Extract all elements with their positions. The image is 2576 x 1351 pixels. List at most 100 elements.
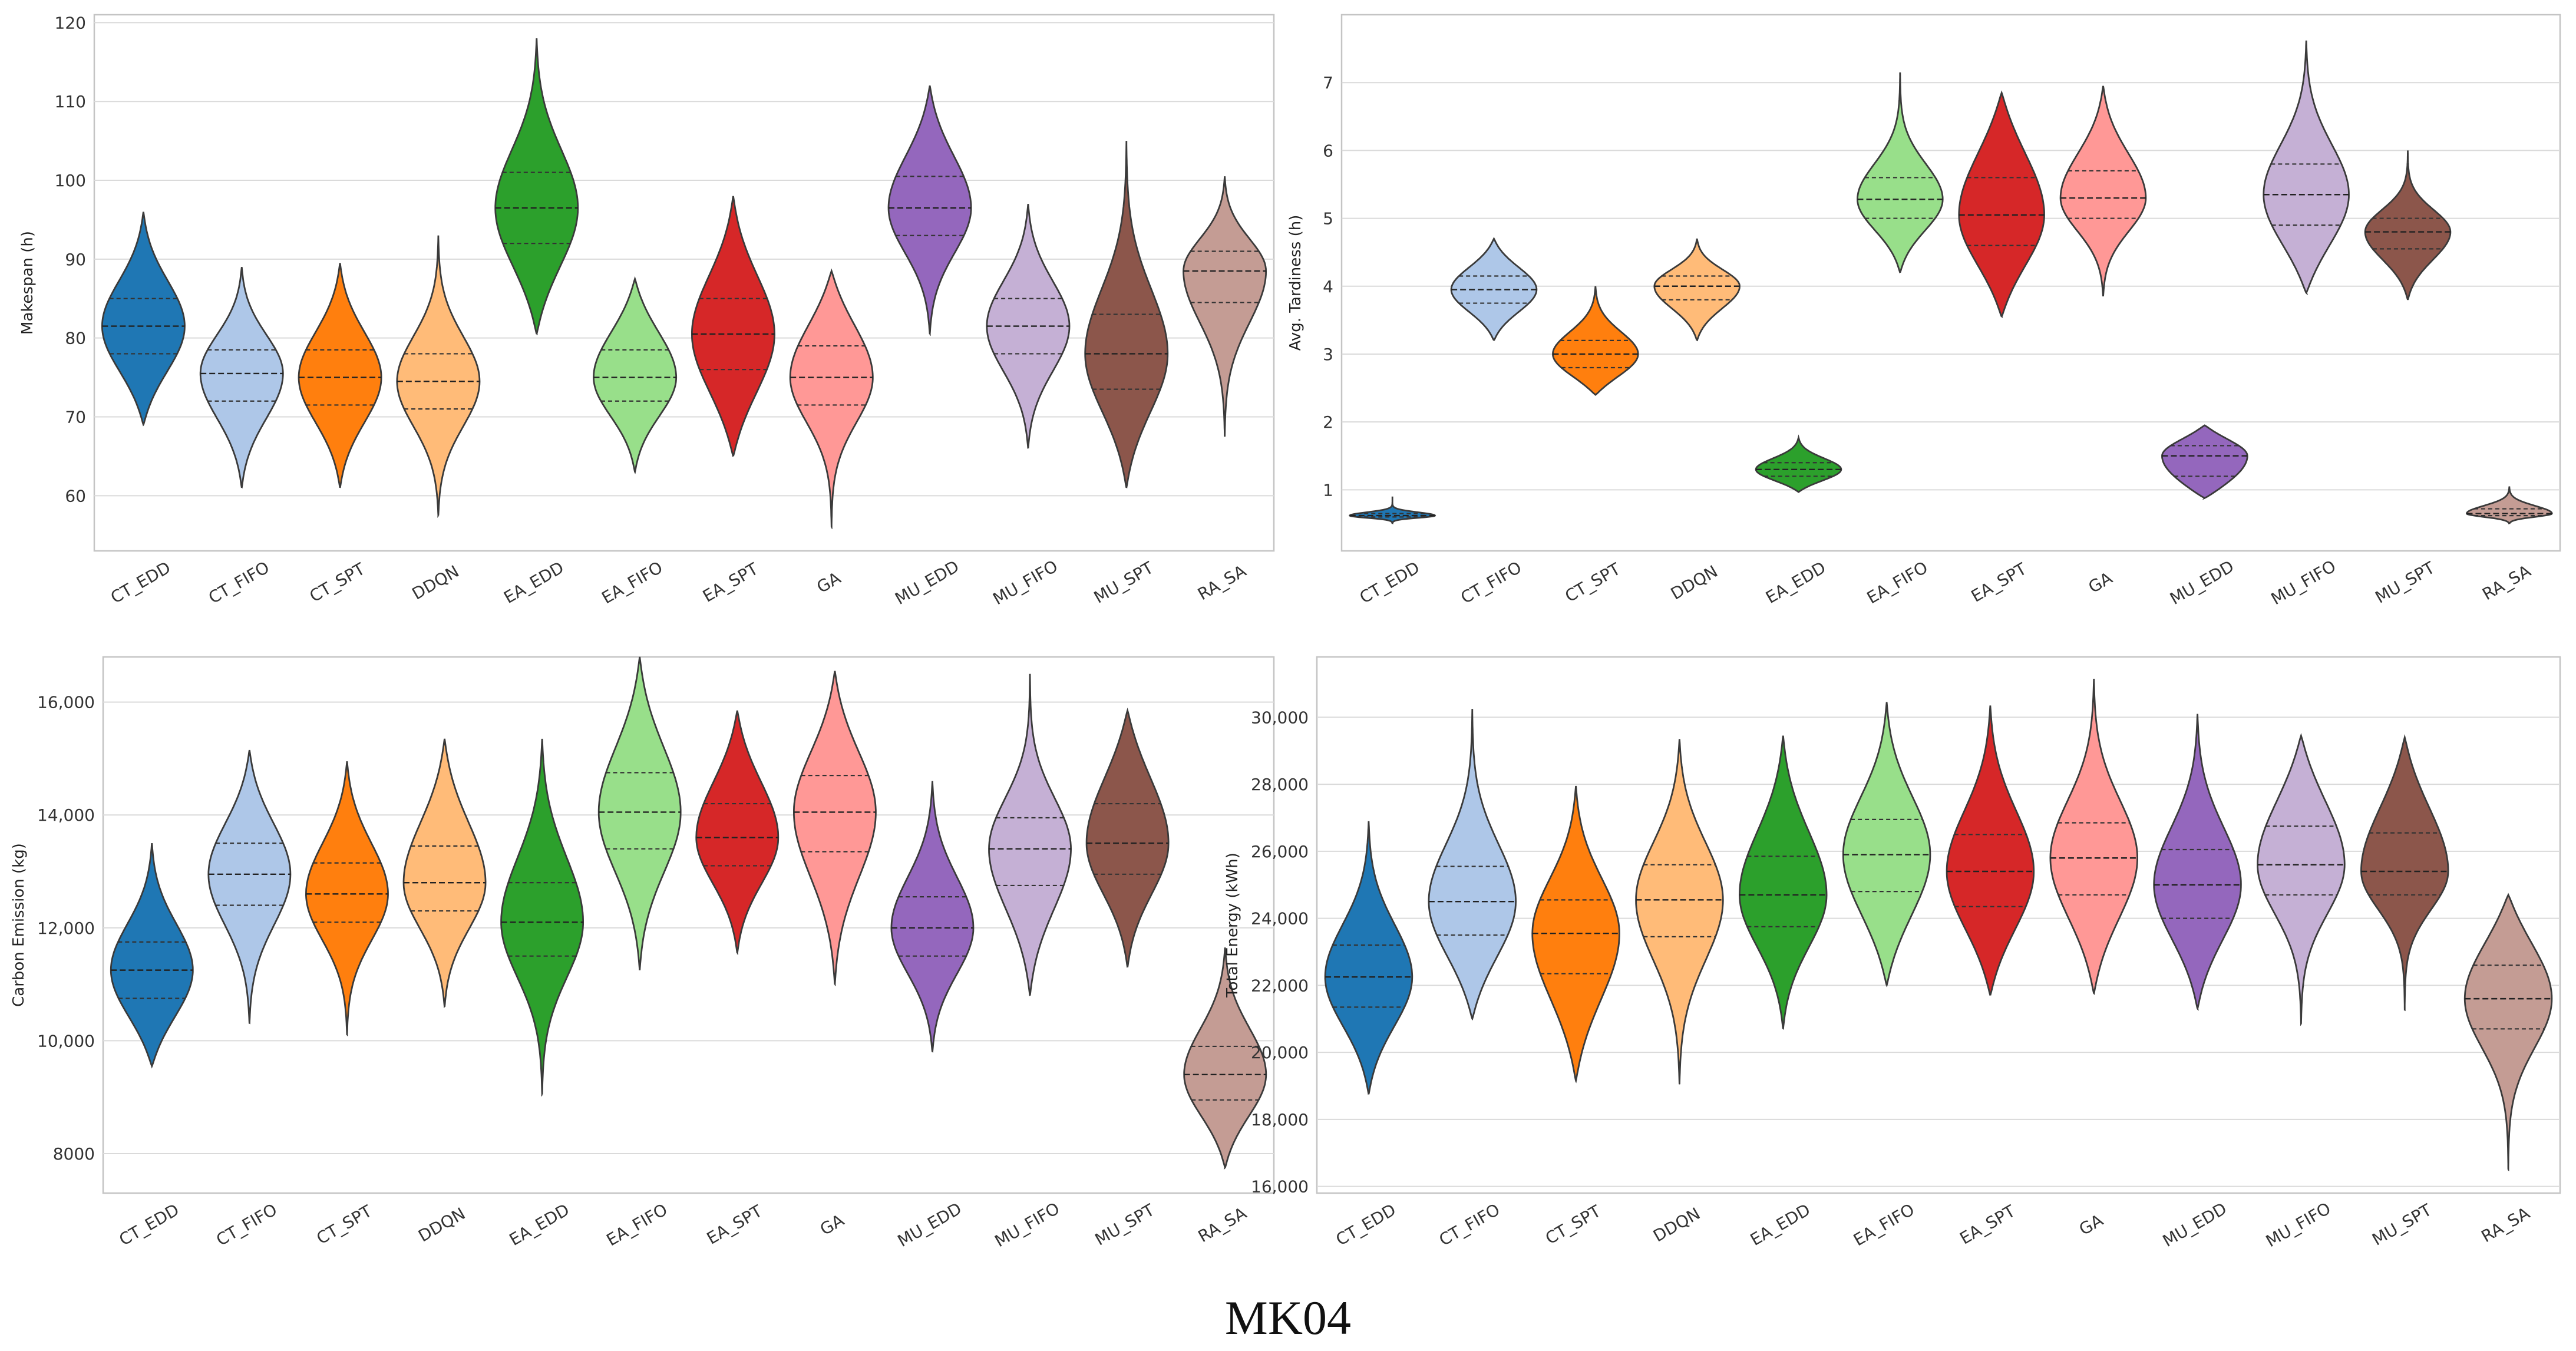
energy-violin-mu-spt	[2360, 734, 2449, 1012]
energy-violin-ddqn	[1635, 739, 1724, 1085]
tardiness-y-tick-label: 2	[1323, 412, 1333, 432]
carbon-plot-area	[102, 656, 1275, 1194]
makespan-x-tick-label: MU_FIFO	[989, 556, 1061, 609]
carbon-violin-ct-fifo	[207, 749, 292, 1025]
carbon-violin-ga	[793, 670, 877, 987]
makespan-y-tick-label: 120	[55, 13, 86, 32]
energy-x-tick-label: EA_FIFO	[1850, 1200, 1918, 1250]
energy-violin-ga	[2049, 678, 2139, 995]
energy-y-tick-label: 30,000	[1251, 708, 1309, 727]
carbon-x-tick-label: EA_EDD	[506, 1200, 573, 1250]
makespan-y-tick-label: 110	[55, 92, 86, 111]
makespan-violin-ga	[789, 268, 874, 530]
makespan-x-tick-label: MU_SPT	[1091, 557, 1157, 607]
tardiness-x-tick-label: MU_EDD	[2167, 557, 2237, 609]
tardiness-x-tick-label: DDQN	[1667, 561, 1721, 604]
energy-violin-ea-fifo	[1842, 702, 1931, 989]
makespan-x-tick-label: DDQN	[409, 561, 463, 604]
makespan-x-tick-label: MU_EDD	[891, 557, 962, 609]
tardiness-x-tick-label: MU_SPT	[2372, 557, 2439, 607]
tardiness-violin-ea-fifo	[1857, 72, 1944, 273]
carbon-y-tick-label: 16,000	[37, 693, 95, 712]
energy-violin-ct-spt	[1531, 785, 1620, 1084]
tardiness-violin-ct-fifo	[1450, 237, 1538, 341]
energy-x-tick-label: DDQN	[1650, 1204, 1703, 1246]
tardiness-violin-ea-spt	[1958, 90, 2045, 318]
energy-x-tick-label: MU_EDD	[2159, 1199, 2230, 1251]
carbon-y-tick-label: 10,000	[37, 1031, 95, 1051]
carbon-y-tick-label: 14,000	[37, 805, 95, 825]
carbon-y-tick-label: 12,000	[37, 919, 95, 938]
carbon-x-tick-label: GA	[817, 1210, 847, 1239]
carbon-violin-ea-edd	[500, 738, 584, 1097]
energy-violin-ct-edd	[1324, 821, 1414, 1095]
carbon-violin-ct-edd	[110, 843, 194, 1069]
makespan-violin-ea-fifo	[593, 276, 678, 474]
carbon-y-axis-label: Carbon Emission (kg)	[10, 843, 28, 1007]
tardiness-violin-ga	[2059, 85, 2147, 297]
tardiness-y-tick-label: 1	[1323, 480, 1333, 500]
energy-x-tick-label: CT_FIFO	[1436, 1200, 1504, 1250]
energy-violin-ea-edd	[1738, 735, 1828, 1030]
tardiness-plot-area	[1340, 14, 2561, 552]
energy-x-tick-label: EA_EDD	[1747, 1200, 1814, 1250]
makespan-x-tick-label: CT_FIFO	[205, 557, 273, 607]
tardiness-x-tick-label: CT_SPT	[1561, 559, 1624, 606]
carbon-violin-ea-spt	[695, 710, 780, 956]
energy-y-tick-label: 26,000	[1251, 842, 1309, 861]
makespan-x-tick-label: CT_SPT	[306, 559, 369, 606]
energy-y-tick-label: 16,000	[1251, 1177, 1309, 1197]
tardiness-y-tick-label: 3	[1323, 345, 1333, 364]
energy-y-tick-label: 22,000	[1251, 976, 1309, 995]
tardiness-y-tick-label: 4	[1323, 277, 1333, 296]
carbon-violin-mu-edd	[890, 781, 975, 1053]
makespan-y-tick-label: 60	[65, 486, 86, 506]
energy-x-tick-label: MU_FIFO	[2263, 1198, 2334, 1251]
makespan-violin-ct-fifo	[199, 267, 284, 489]
tardiness-x-tick-label: EA_SPT	[1968, 559, 2030, 606]
energy-violin-mu-edd	[2153, 714, 2242, 1010]
carbon-x-tick-label: RA_SA	[1195, 1203, 1250, 1246]
total-energy-violin-chart: 16,000 18,000 20,000 22,000 24,000 26,000 28,0…	[1224, 656, 2561, 1251]
avg-tardiness-violin-chart: 1 2 3 4 5 6 7 Avg. Tardiness (h) CT_EDD CT_FIFO CT…	[1287, 14, 2561, 609]
makespan-violin-mu-edd	[887, 85, 972, 336]
energy-x-tick-label: GA	[2076, 1210, 2106, 1239]
carbon-y-tick-label: 8000	[53, 1144, 95, 1164]
makespan-violin-ct-spt	[298, 263, 382, 488]
makespan-x-tick-label: EA_EDD	[500, 558, 567, 607]
makespan-violin-ddqn	[396, 235, 481, 518]
makespan-violin-mu-spt	[1084, 141, 1169, 489]
carbon-violin-ct-spt	[305, 761, 389, 1036]
tardiness-x-tick-label: RA_SA	[2479, 561, 2534, 604]
energy-violin-ct-fifo	[1428, 709, 1517, 1020]
tardiness-x-tick-label: GA	[2085, 568, 2116, 597]
tardiness-violin-ea-edd	[1755, 434, 1842, 494]
makespan-y-tick-label: 70	[65, 408, 86, 427]
carbon-x-tick-label: DDQN	[415, 1204, 468, 1246]
tardiness-violin-mu-edd	[2161, 424, 2248, 500]
energy-x-tick-label: EA_SPT	[1956, 1201, 2019, 1248]
energy-y-tick-label: 18,000	[1251, 1110, 1309, 1129]
energy-y-tick-label: 24,000	[1251, 909, 1309, 929]
tardiness-y-tick-label: 7	[1323, 73, 1333, 93]
makespan-y-tick-label: 80	[65, 329, 86, 348]
tardiness-x-tick-label: CT_EDD	[1356, 558, 1423, 607]
energy-violin-mu-fifo	[2257, 733, 2346, 1026]
energy-x-tick-label: RA_SA	[2478, 1203, 2534, 1246]
tardiness-violin-ra-sa	[2466, 486, 2553, 525]
figure-caption: MK04	[1224, 1291, 1352, 1345]
makespan-y-tick-label: 100	[55, 171, 86, 190]
energy-y-tick-label: 28,000	[1251, 775, 1309, 794]
carbon-violin-ddqn	[402, 738, 487, 1008]
makespan-x-tick-label: RA_SA	[1194, 561, 1250, 604]
energy-violin-ra-sa	[2463, 893, 2553, 1171]
carbon-x-tick-label: CT_FIFO	[213, 1200, 280, 1250]
carbon-x-tick-label: EA_FIFO	[603, 1200, 671, 1250]
energy-y-axis-label: Total Energy (kWh)	[1224, 853, 1241, 998]
carbon-x-tick-label: MU_FIFO	[992, 1198, 1063, 1251]
makespan-violin-mu-fifo	[986, 204, 1071, 449]
tardiness-y-axis-label: Avg. Tardiness (h)	[1287, 215, 1304, 351]
makespan-plot-area	[93, 14, 1275, 552]
energy-x-tick-label: MU_SPT	[2369, 1200, 2435, 1249]
